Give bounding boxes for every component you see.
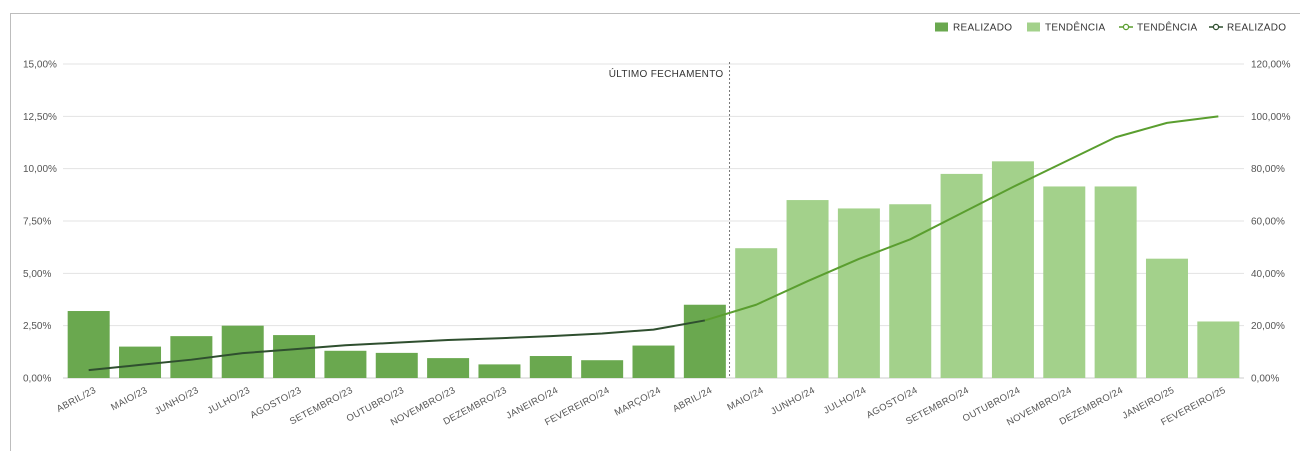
bar — [427, 358, 470, 378]
right-tick-label: 60,00% — [1251, 217, 1285, 228]
bar — [67, 311, 110, 378]
legend-label: TENDÊNCIA — [1045, 21, 1106, 34]
right-tick-label: 20,00% — [1251, 321, 1285, 332]
category-label: JULHO/24 — [822, 385, 868, 417]
bar — [991, 161, 1034, 378]
bar — [273, 335, 316, 378]
left-tick-label: 12,50% — [23, 112, 57, 123]
bar — [324, 350, 367, 378]
left-tick-label: 15,00% — [23, 60, 57, 71]
bar — [1043, 186, 1086, 378]
left-tick-label: 0,00% — [23, 374, 51, 385]
category-label: MAIO/24 — [725, 385, 765, 413]
legend-label: TENDÊNCIA — [1137, 21, 1198, 34]
bar — [1197, 321, 1240, 378]
right-axis-ticks: 0,00% 20,00% 40,00% 60,00% 80,00% 100,00% 120,… — [1251, 60, 1291, 385]
legend-marker — [1122, 23, 1130, 31]
category-label: ABRIL/23 — [55, 385, 98, 415]
bars — [67, 161, 1240, 378]
left-tick-label: 10,00% — [23, 164, 57, 175]
bar — [786, 200, 829, 378]
legend-swatch — [1027, 22, 1040, 32]
left-tick-label: 2,50% — [23, 321, 51, 332]
legend-marker — [1212, 23, 1220, 31]
category-label: JUNHO/24 — [769, 385, 817, 417]
right-tick-label: 0,00% — [1251, 374, 1279, 385]
category-label: JUNHO/23 — [153, 385, 201, 417]
legend-swatch — [935, 22, 948, 32]
bar — [119, 346, 162, 378]
bar — [940, 173, 983, 378]
right-tick-label: 80,00% — [1251, 164, 1285, 175]
last-close-label: ÚLTIMO FECHAMENTO — [609, 67, 724, 80]
series-line — [88, 319, 706, 372]
bar — [581, 360, 624, 378]
category-label: MARÇO/24 — [613, 385, 663, 419]
legend: REALIZADO TENDÊNCIA TENDÊNCIA REALIZADO — [935, 21, 1286, 34]
series-lines — [88, 115, 1219, 372]
right-tick-label: 100,00% — [1251, 112, 1291, 123]
legend-label: REALIZADO — [953, 23, 1012, 34]
category-label: JULHO/23 — [206, 385, 252, 417]
bar — [1094, 186, 1137, 378]
left-tick-label: 5,00% — [23, 269, 51, 280]
legend-label: REALIZADO — [1227, 23, 1286, 34]
bar — [889, 204, 932, 378]
chart-frame: ÚLTIMO FECHAMENTO 0,00% 2,50% 5,00% 7,50% 10… — [10, 13, 1300, 451]
bar — [632, 345, 675, 378]
left-axis-ticks: 0,00% 2,50% 5,00% 7,50% 10,00% 12,50% 15,00% — [23, 60, 57, 385]
bar — [735, 248, 778, 378]
right-tick-label: 40,00% — [1251, 269, 1285, 280]
annotation: ÚLTIMO FECHAMENTO — [609, 62, 731, 378]
bar — [478, 364, 521, 378]
bar — [1145, 258, 1188, 378]
series-line — [704, 115, 1219, 322]
right-tick-label: 120,00% — [1251, 60, 1291, 71]
category-label: MAIO/23 — [109, 385, 149, 413]
left-tick-label: 7,50% — [23, 217, 51, 228]
category-label: ABRIL/24 — [671, 385, 714, 415]
bar — [837, 208, 880, 378]
bar — [375, 352, 418, 378]
combo-chart: ÚLTIMO FECHAMENTO 0,00% 2,50% 5,00% 7,50% 10… — [23, 21, 1291, 429]
bar — [529, 356, 572, 378]
category-labels: ABRIL/23 MAIO/23 JUNHO/23 JULHO/23AGOSTO/23… — [55, 385, 1228, 428]
